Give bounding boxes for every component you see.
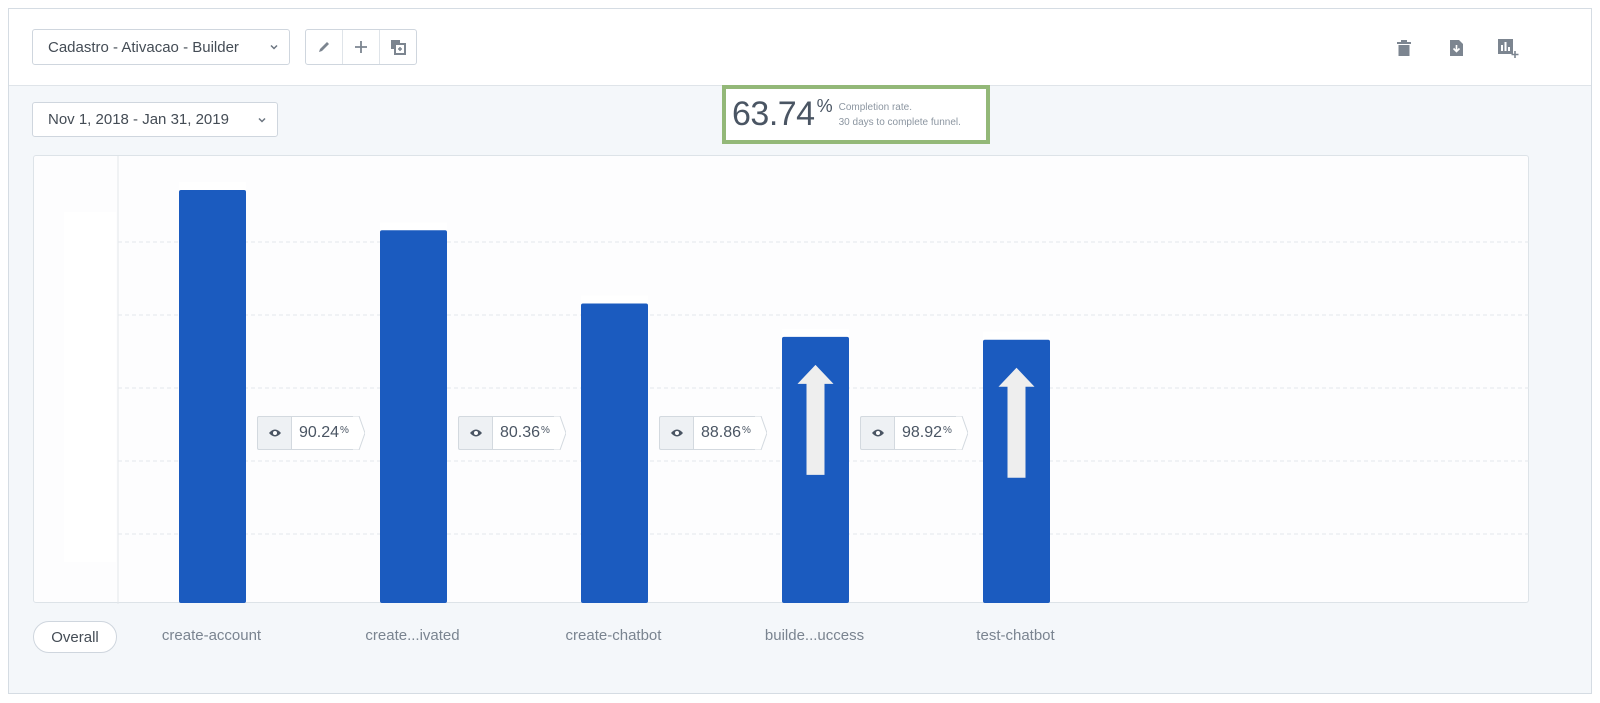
bar-backdrop xyxy=(179,182,246,190)
conversion-number: 80.36 xyxy=(500,424,541,441)
conversion-value: 88.86% xyxy=(693,416,755,450)
step-label-5: test-chatbot xyxy=(976,627,1055,644)
step-label-1: create-account xyxy=(161,627,262,644)
bar-backdrop xyxy=(380,222,447,231)
conversion-number: 88.86 xyxy=(701,424,742,441)
funnel-bar-2[interactable] xyxy=(380,230,447,603)
trash-icon xyxy=(1397,40,1411,56)
funnel-panel: Cadastro - Ativacao - Builder Nov 1, 201… xyxy=(8,8,1592,694)
add-button[interactable] xyxy=(343,30,380,64)
eye-icon[interactable] xyxy=(257,416,291,450)
add-chart-icon xyxy=(1498,39,1519,58)
duplicate-icon xyxy=(391,40,406,55)
eye-icon[interactable] xyxy=(659,416,693,450)
conversion-value: 90.24% xyxy=(291,416,353,450)
step-label-4: builde...uccess xyxy=(764,627,865,644)
completion-rate-value: 63.74 xyxy=(732,95,815,133)
conversion-value: 80.36% xyxy=(492,416,554,450)
badge-tip xyxy=(553,416,566,450)
funnel-bar-3[interactable] xyxy=(581,303,648,603)
completion-caption: Completion rate. 30 days to complete fun… xyxy=(839,100,961,130)
toolbar: Cadastro - Ativacao - Builder xyxy=(9,9,1591,86)
conversion-unit: % xyxy=(541,424,550,436)
step-label-2: create...ivated xyxy=(365,627,460,644)
report-name: Cadastro - Ativacao - Builder xyxy=(48,38,239,56)
step-label-3: create-chatbot xyxy=(565,627,662,644)
badge-tip xyxy=(352,416,365,450)
delete-button[interactable] xyxy=(1393,37,1415,59)
chevron-down-icon xyxy=(258,117,266,123)
pencil-icon xyxy=(319,42,329,52)
chevron-down-icon xyxy=(270,44,278,50)
conversion-unit: % xyxy=(943,424,952,436)
badge-tip xyxy=(754,416,767,450)
conversion-number: 98.92 xyxy=(902,424,943,441)
conversion-badge[interactable]: 90.24% xyxy=(257,416,365,450)
date-range-picker[interactable]: Nov 1, 2018 - Jan 31, 2019 xyxy=(32,102,278,137)
overall-button[interactable]: Overall xyxy=(33,621,117,653)
y-axis-strip xyxy=(64,212,116,562)
report-actions xyxy=(305,29,417,65)
report-selector[interactable]: Cadastro - Ativacao - Builder xyxy=(32,29,290,65)
funnel-chart-svg xyxy=(64,156,1530,604)
funnel-bar-1[interactable] xyxy=(179,190,246,603)
up-arrow-marker xyxy=(998,367,1035,478)
completion-label: Completion rate. xyxy=(838,101,912,113)
conversion-unit: % xyxy=(742,424,751,436)
funnel-chart xyxy=(33,155,1530,604)
conversion-badge[interactable]: 80.36% xyxy=(458,416,566,450)
conversion-number: 90.24 xyxy=(299,424,340,441)
bar-backdrop xyxy=(581,295,648,304)
bar-backdrop xyxy=(983,331,1050,340)
add-to-board-button[interactable] xyxy=(1497,37,1519,59)
conversion-unit: % xyxy=(340,424,349,436)
download-button[interactable] xyxy=(1445,37,1467,59)
completion-window: 30 days to complete funnel. xyxy=(838,116,961,128)
plus-icon xyxy=(355,41,367,53)
duplicate-button[interactable] xyxy=(380,30,416,64)
edit-button[interactable] xyxy=(306,30,343,64)
eye-icon[interactable] xyxy=(860,416,894,450)
completion-rate-unit: % xyxy=(816,96,833,116)
date-range-label: Nov 1, 2018 - Jan 31, 2019 xyxy=(48,111,229,128)
completion-rate-box: 63.74 % Completion rate. 30 days to comp… xyxy=(722,85,990,144)
conversion-value: 98.92% xyxy=(894,416,956,450)
up-arrow-marker xyxy=(797,364,834,475)
conversion-badge[interactable]: 98.92% xyxy=(860,416,968,450)
badge-tip xyxy=(955,416,968,450)
bar-backdrop xyxy=(782,328,849,337)
eye-icon[interactable] xyxy=(458,416,492,450)
conversion-badge[interactable]: 88.86% xyxy=(659,416,767,450)
download-icon xyxy=(1450,40,1463,56)
